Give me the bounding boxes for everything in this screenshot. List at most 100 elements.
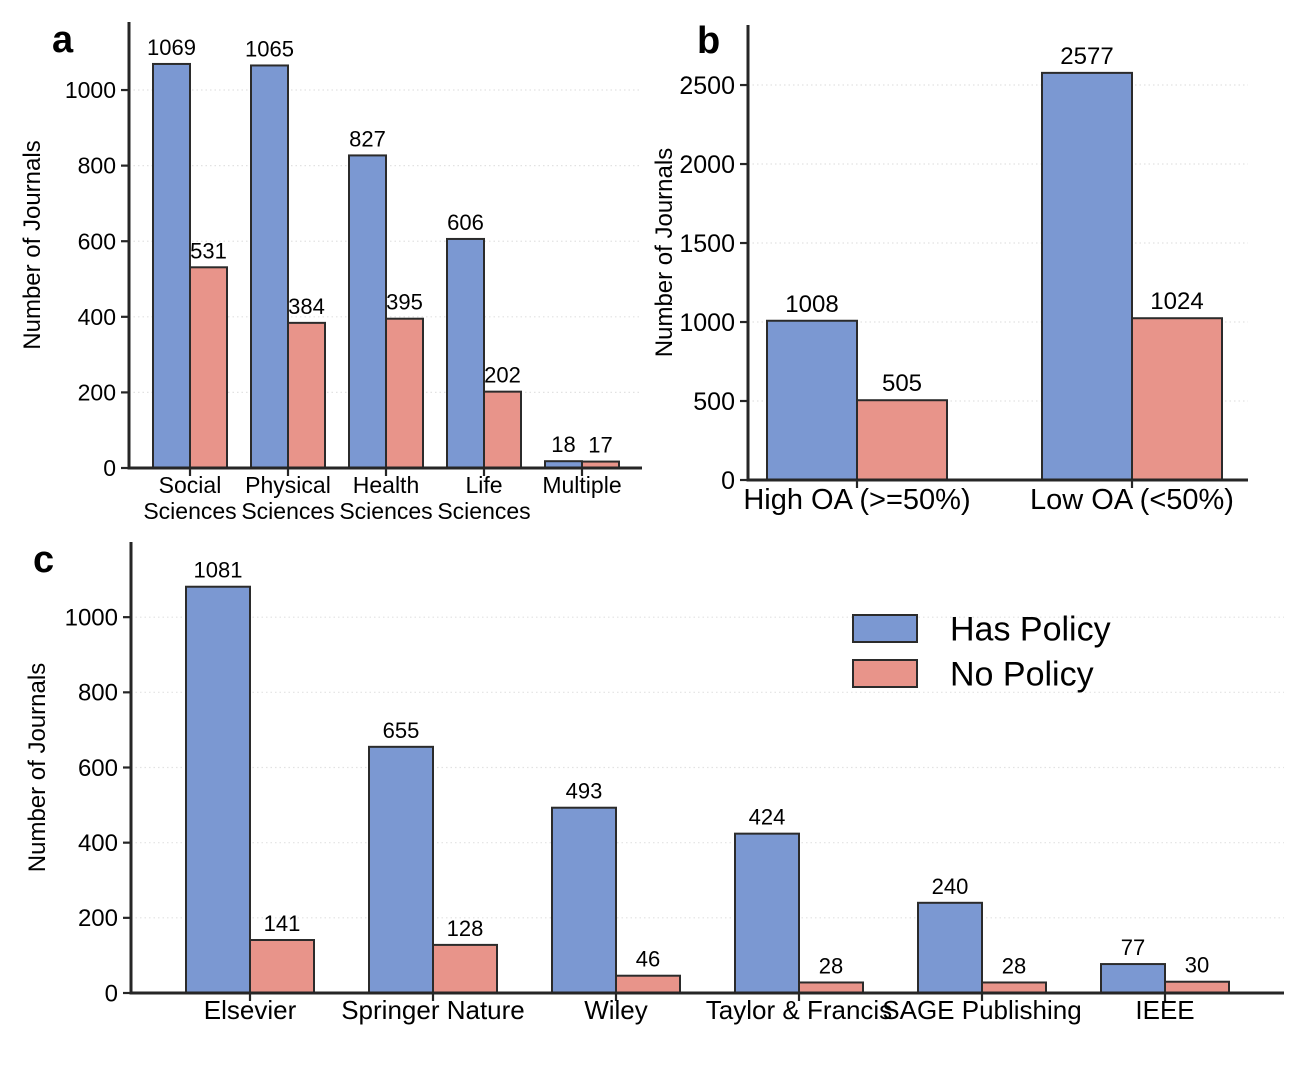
y-tick-label: 600 — [78, 228, 116, 254]
bar-value-label: 2577 — [1060, 43, 1113, 70]
bar-value-label: 240 — [932, 874, 969, 899]
bar-no-policy — [483, 390, 522, 469]
legend-label: Has Policy — [950, 611, 1111, 649]
bar-no-policy — [981, 981, 1047, 994]
bar-value-label: 827 — [349, 126, 386, 151]
bar-has-policy — [368, 745, 434, 994]
bar-value-label: 1065 — [245, 36, 294, 61]
bar-value-label: 505 — [882, 370, 922, 397]
bar-has-policy — [766, 319, 858, 481]
y-tick-label: 800 — [78, 680, 118, 707]
x-category-label: Sciences — [339, 498, 432, 524]
y-axis-label: Number of Journals — [651, 148, 678, 357]
bar-no-policy — [249, 939, 315, 995]
bar-value-label: 17 — [588, 433, 612, 458]
bar-has-policy — [1100, 963, 1166, 994]
bar-has-policy — [551, 806, 617, 994]
x-category-label: High OA (>=50%) — [743, 484, 970, 516]
y-tick-label: 1000 — [65, 605, 118, 632]
y-tick-label: 0 — [105, 980, 118, 1007]
bar-value-label: 202 — [484, 363, 521, 388]
x-category-label: Multiple — [542, 472, 621, 498]
bar-has-policy — [917, 901, 983, 994]
x-category-label: SAGE Publishing — [882, 995, 1081, 1025]
x-category-label: Wiley — [584, 995, 648, 1025]
panel-letter: b — [697, 20, 720, 62]
bar-has-policy — [734, 832, 800, 994]
legend-label: No Policy — [950, 656, 1094, 694]
bar-has-policy — [152, 62, 191, 470]
bar-no-policy — [1131, 317, 1223, 481]
bar-value-label: 384 — [288, 294, 325, 319]
y-tick-label: 0 — [721, 467, 735, 495]
y-tick-label: 1000 — [65, 77, 116, 103]
y-tick-label: 600 — [78, 755, 118, 782]
bar-no-policy — [856, 399, 948, 481]
x-category-label: Physical — [245, 472, 331, 498]
panel-letter: a — [52, 19, 74, 61]
bar-has-policy — [446, 237, 485, 469]
panel-letter: c — [33, 539, 54, 581]
legend: Has Policy No Policy — [852, 611, 1111, 694]
x-category-label: Taylor & Francis — [706, 995, 892, 1025]
bar-has-policy — [348, 154, 387, 469]
bar-value-label: 28 — [819, 953, 843, 978]
bar-value-label: 30 — [1185, 953, 1209, 978]
x-category-label: Sciences — [437, 498, 530, 524]
bar-has-policy — [250, 64, 289, 470]
x-category-label: Sciences — [143, 498, 236, 524]
legend-swatch-no-policy — [852, 659, 918, 688]
y-tick-label: 2500 — [679, 72, 735, 100]
bar-value-label: 128 — [447, 916, 484, 941]
bar-value-label: 1008 — [785, 291, 838, 318]
bar-no-policy — [798, 981, 864, 994]
bar-value-label: 531 — [190, 238, 227, 263]
x-category-label: Low OA (<50%) — [1030, 484, 1234, 516]
bar-no-policy — [385, 317, 424, 470]
bar-value-label: 18 — [551, 432, 575, 457]
bar-value-label: 493 — [566, 779, 603, 804]
y-tick-label: 1000 — [679, 309, 735, 337]
x-category-label: Life — [465, 472, 502, 498]
bar-value-label: 1081 — [194, 558, 243, 583]
bar-value-label: 395 — [386, 290, 423, 315]
x-category-label: Health — [353, 472, 419, 498]
bar-value-label: 28 — [1002, 953, 1026, 978]
bar-value-label: 141 — [264, 911, 301, 936]
panel-b-chart: 0 500 1000 1500 2000 2500 1008 505 High OA (>=50… — [651, 20, 1248, 516]
y-tick-label: 800 — [78, 153, 116, 179]
x-category-label: Social — [159, 472, 222, 498]
bar-value-label: 1069 — [147, 35, 196, 60]
bar-value-label: 606 — [447, 210, 484, 235]
y-tick-label: 400 — [78, 830, 118, 857]
bar-value-label: 424 — [749, 805, 786, 830]
y-axis-label: Number of Journals — [24, 663, 51, 872]
y-axis-label: Number of Journals — [19, 140, 46, 349]
x-category-label: IEEE — [1135, 995, 1194, 1025]
bar-no-policy — [189, 266, 228, 469]
bar-no-policy — [287, 321, 326, 469]
y-tick-label: 2000 — [679, 151, 735, 179]
legend-swatch-has-policy — [852, 614, 918, 643]
bar-has-policy — [1041, 71, 1133, 482]
y-tick-label: 1500 — [679, 230, 735, 258]
bar-value-label: 77 — [1121, 935, 1145, 960]
bar-no-policy — [432, 943, 498, 995]
bar-value-label: 655 — [383, 718, 420, 743]
panel-c-chart: 0 200 400 600 800 1000 1081 141 Elsevier 655 128 Sp… — [24, 539, 1284, 1025]
x-category-label: Elsevier — [204, 995, 297, 1025]
bar-value-label: 46 — [636, 947, 660, 972]
bar-no-policy — [1164, 980, 1230, 995]
x-category-label: Sciences — [241, 498, 334, 524]
y-tick-label: 400 — [78, 304, 116, 330]
y-tick-label: 0 — [103, 455, 116, 481]
x-category-label: Springer Nature — [341, 995, 525, 1025]
bar-value-label: 1024 — [1150, 288, 1203, 315]
bar-has-policy — [185, 585, 251, 995]
y-tick-label: 200 — [78, 905, 118, 932]
y-tick-label: 200 — [78, 379, 116, 405]
panel-a-chart: 020040060080010001069531SocialSciences10… — [19, 19, 642, 524]
y-tick-label: 500 — [693, 388, 735, 416]
bar-no-policy — [615, 974, 681, 995]
